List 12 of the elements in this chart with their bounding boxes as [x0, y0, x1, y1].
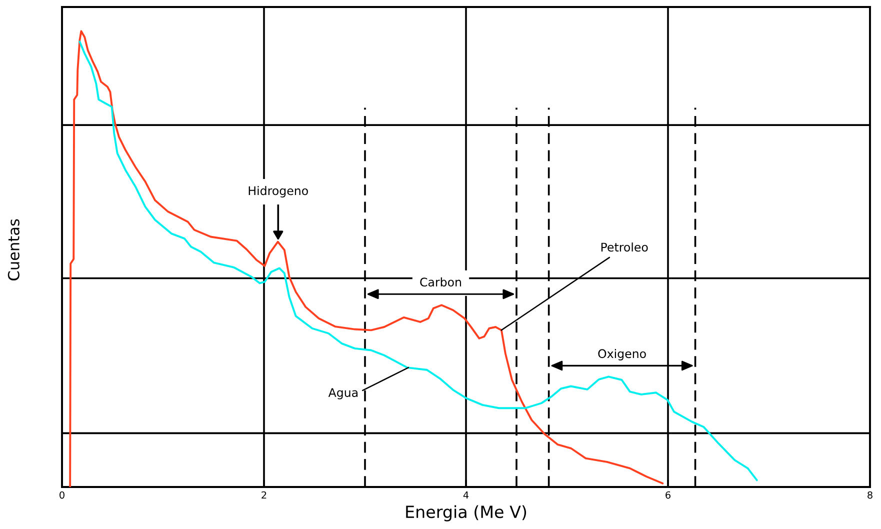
annotation: Agua — [328, 388, 358, 400]
annotation: Carbon — [420, 277, 462, 287]
y-axis-title: Cuentas — [8, 219, 20, 280]
x-tick-label: 2 — [262, 491, 266, 499]
annotation: Hidrogeno — [248, 186, 308, 198]
x-axis-title: Energia (Me V) — [406, 505, 526, 522]
x-tick-label: 0 — [60, 491, 64, 499]
x-tick-label: 8 — [868, 491, 872, 499]
annotation: Petroleo — [601, 242, 648, 252]
annotation: Oxigeno — [598, 348, 646, 360]
x-tick-label: 6 — [666, 491, 670, 499]
x-tick-label: 4 — [463, 491, 469, 499]
